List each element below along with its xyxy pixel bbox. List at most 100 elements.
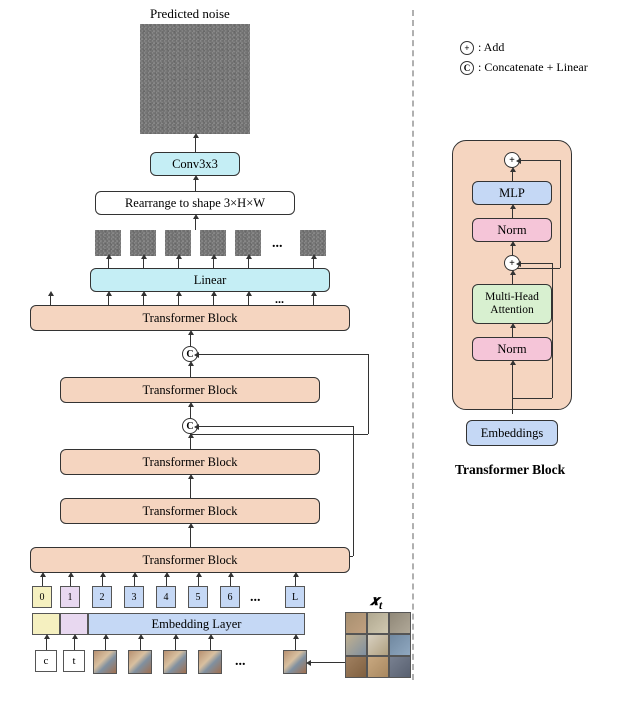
attention-block: Multi-Head Attention — [472, 284, 552, 324]
embeddings-block: Embeddings — [466, 420, 558, 446]
arrow-lin-p1 — [108, 258, 109, 268]
arrow-c1-to-tb4 — [190, 406, 191, 418]
xt-cell-1 — [345, 612, 367, 634]
input-c-label: c — [44, 655, 49, 667]
input-c: c — [35, 650, 57, 672]
arrow-tok2 — [102, 576, 103, 586]
arrow-tb1-to-tb2 — [190, 527, 191, 547]
tb2-label: Transformer Block — [142, 504, 237, 519]
conv3x3-label: Conv3x3 — [172, 157, 218, 172]
skip-v-c2 — [368, 354, 369, 434]
patches-ellipsis: ... — [272, 236, 283, 252]
arrow-in-p4 — [210, 638, 211, 650]
vertical-divider — [412, 10, 414, 680]
token-2-label: 2 — [100, 592, 105, 603]
legend-add-sym: + — [464, 43, 469, 53]
legend-concat: C : Concatenate + Linear — [460, 60, 588, 75]
embedding-layer-block: Embedding Layer — [88, 613, 305, 635]
arrow-tb3-to-c1 — [190, 437, 191, 449]
tb4-label: Transformer Block — [142, 383, 237, 398]
input-patch-2 — [128, 650, 152, 674]
legend-add-icon: + — [460, 41, 474, 55]
arrow-tb2-to-tb3 — [190, 478, 191, 498]
arrow-lin-p3 — [178, 258, 179, 268]
transformer-block-4: Transformer Block — [60, 377, 320, 403]
arrow-lin-p2 — [143, 258, 144, 268]
token-0: 0 — [32, 586, 52, 608]
arrow-tok1 — [70, 576, 71, 586]
arrow-tb5-e — [213, 295, 214, 305]
xt-cell-4 — [345, 634, 367, 656]
linear-label: Linear — [194, 273, 227, 288]
token-1: 1 — [60, 586, 80, 608]
arrow-norm1-to-attn — [512, 327, 513, 337]
attention-label: Multi-Head Attention — [473, 291, 551, 317]
rearrange-label: Rearrange to shape 3×H×W — [125, 196, 265, 211]
token-0-label: 0 — [40, 592, 45, 603]
xt-cell-3 — [389, 612, 411, 634]
noise-patch-1 — [95, 230, 121, 256]
skip-h-c2 — [190, 434, 368, 435]
res-mid-in — [520, 263, 552, 264]
conv3x3-block: Conv3x3 — [150, 152, 240, 176]
predicted-noise-image — [140, 24, 250, 134]
arrow-lin-p4 — [213, 258, 214, 268]
arrow-tok6 — [230, 576, 231, 586]
noise-patch-3 — [165, 230, 191, 256]
token-3-label: 3 — [132, 592, 137, 603]
arrow-tb5-f — [248, 295, 249, 305]
xt-cell-7 — [345, 656, 367, 678]
legend-concat-icon: C — [460, 61, 474, 75]
token-4: 4 — [156, 586, 176, 608]
norm2-label: Norm — [497, 223, 526, 238]
skip-into-c1 — [198, 426, 353, 427]
noise-patch-last — [300, 230, 326, 256]
arrow-tok5 — [198, 576, 199, 586]
res-mid-h — [512, 398, 552, 399]
arrow-tb5-g — [313, 295, 314, 305]
arrow-in-c — [46, 638, 47, 650]
res-mid-v — [552, 263, 553, 398]
token-L-label: L — [292, 592, 298, 603]
noise-patch-4 — [200, 230, 226, 256]
arrow-tok3 — [134, 576, 135, 586]
noise-patch-2 — [130, 230, 156, 256]
token-4-label: 4 — [164, 592, 169, 603]
arrow-lin-p5 — [248, 258, 249, 268]
arrow-in-pL — [295, 638, 296, 650]
transformer-block-detail: + : Add C : Concatenate + Linear + MLP N… — [430, 0, 630, 727]
arrow-tb5-d — [178, 295, 179, 305]
rearrange-block: Rearrange to shape 3×H×W — [95, 191, 295, 215]
title-predicted-noise: Predicted noise — [150, 6, 230, 22]
tb-caption: Transformer Block — [455, 462, 565, 478]
arrow-patches-to-rearrange — [195, 218, 196, 230]
main-architecture: Predicted noise Conv3x3 Rearrange to sha… — [0, 0, 400, 727]
norm-block-1: Norm — [472, 337, 552, 361]
noise-patch-5 — [235, 230, 261, 256]
token-2: 2 — [92, 586, 112, 608]
add-op-mid-label: + — [509, 258, 515, 269]
arrow-tb5-b — [108, 295, 109, 305]
arrow-lin-p6 — [313, 258, 314, 268]
xt-cell-8 — [367, 656, 389, 678]
arrow-rearrange-to-conv — [195, 179, 196, 191]
input-t-label: t — [72, 655, 75, 667]
arrow-tok4 — [166, 576, 167, 586]
arrow-tb5-c — [143, 295, 144, 305]
linear-block: Linear — [90, 268, 330, 292]
legend-concat-text: : Concatenate + Linear — [478, 60, 588, 75]
arrow-norm2-to-mlp — [512, 208, 513, 218]
tokens-ellipsis: ... — [250, 590, 261, 606]
arrow-tb5-a — [50, 295, 51, 305]
arrow-tok0 — [42, 576, 43, 586]
input-t: t — [63, 650, 85, 672]
arrow-add2-to-norm — [512, 245, 513, 255]
input-patch-4 — [198, 650, 222, 674]
legend-add: + : Add — [460, 40, 504, 55]
token-6: 6 — [220, 586, 240, 608]
token-5-label: 5 — [196, 592, 201, 603]
skip-v-c1 — [353, 426, 354, 556]
input-patch-L — [283, 650, 307, 674]
token-5: 5 — [188, 586, 208, 608]
transformer-block-5: Transformer Block — [30, 305, 350, 331]
